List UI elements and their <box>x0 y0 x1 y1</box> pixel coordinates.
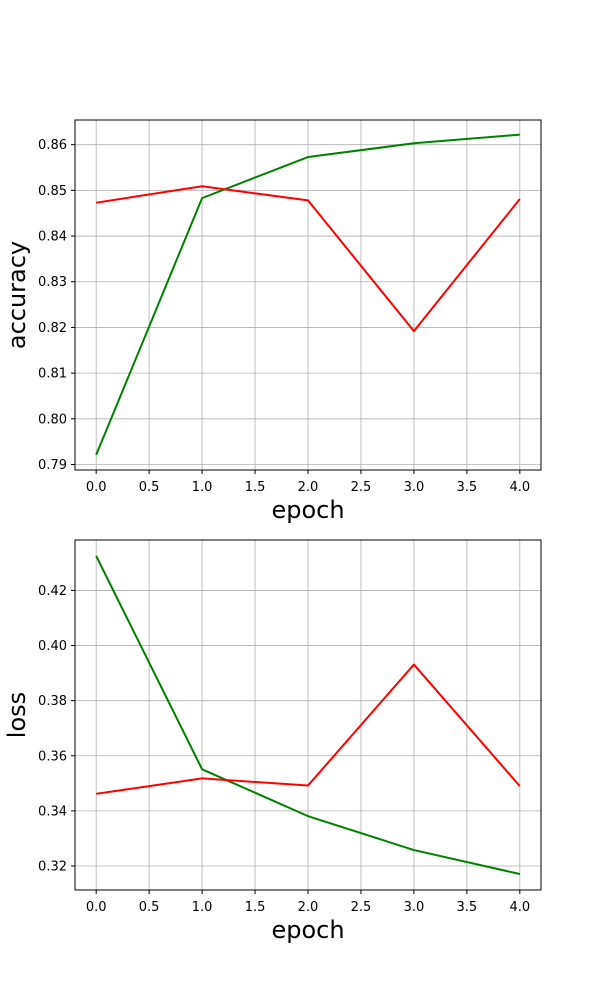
y-tick-label: 0.79 <box>38 458 67 473</box>
y-tick-label: 0.81 <box>38 367 67 382</box>
y-tick-label: 0.40 <box>38 639 67 654</box>
y-tick-label: 0.84 <box>38 230 67 245</box>
y-axis-label: accuracy <box>3 241 31 349</box>
series-red-line <box>96 663 521 795</box>
x-tick-label: 3.0 <box>404 900 425 915</box>
x-tick-label: 1.5 <box>245 480 266 495</box>
y-tick-label: 0.86 <box>38 138 67 153</box>
x-axis-label: epoch <box>271 496 344 524</box>
y-tick-label: 0.36 <box>38 749 67 764</box>
loss-chart: 0.0 0.5 1.0 1.5 2.0 2.5 3.0 3.5 4.0 0.32 0.34 0.36 0… <box>3 539 542 944</box>
x-tick-label: 4.0 <box>509 900 530 915</box>
x-axis-label: epoch <box>271 916 344 944</box>
accuracy-chart: 0.0 0.5 1.0 1.5 2.0 2.5 3.0 3.5 4.0 0.79 0.80 0.81 0… <box>3 119 542 524</box>
x-tick-label: 0.0 <box>86 480 107 495</box>
x-tick-label: 2.0 <box>298 900 319 915</box>
gridlines <box>75 540 541 890</box>
x-tick-label: 0.0 <box>86 900 107 915</box>
y-tick-label: 0.83 <box>38 275 67 290</box>
y-tick-label: 0.38 <box>38 694 67 709</box>
gridlines <box>75 120 541 470</box>
x-tick-label: 1.5 <box>245 900 266 915</box>
x-tick-label: 1.0 <box>192 900 213 915</box>
x-tick-label: 0.5 <box>139 900 160 915</box>
series-green-line <box>95 555 521 875</box>
x-tick-label: 3.5 <box>457 900 478 915</box>
y-tick-label: 0.80 <box>38 412 67 427</box>
x-tick-label: 2.0 <box>298 480 319 495</box>
x-tick-label: 0.5 <box>139 480 160 495</box>
series-red-line <box>96 185 521 333</box>
y-axis-label: loss <box>3 692 31 738</box>
x-tick-label: 3.5 <box>457 480 478 495</box>
y-tick-label: 0.32 <box>38 860 67 875</box>
y-tick-label: 0.42 <box>38 584 67 599</box>
y-tick-label: 0.85 <box>38 184 67 199</box>
x-tick-label: 4.0 <box>509 480 530 495</box>
y-tick-label: 0.34 <box>38 804 67 819</box>
x-tick-label: 3.0 <box>404 480 425 495</box>
x-tick-label: 1.0 <box>192 480 213 495</box>
x-tick-label: 2.5 <box>351 900 372 915</box>
series-green-line <box>95 133 520 456</box>
x-tick-label: 2.5 <box>351 480 372 495</box>
y-tick-label: 0.82 <box>38 321 67 336</box>
